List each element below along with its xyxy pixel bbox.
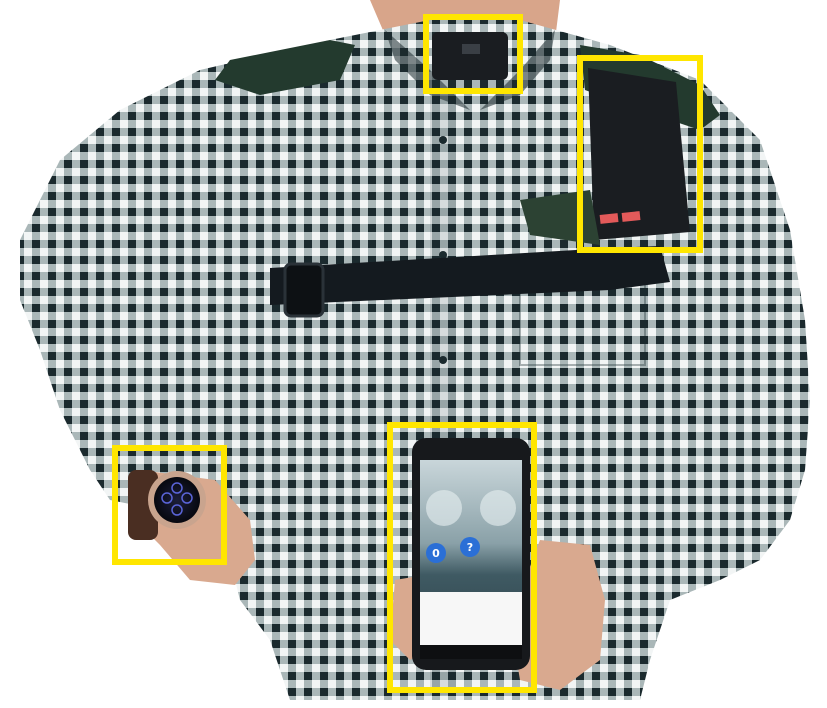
phone-right-glyph: ? <box>467 541 473 554</box>
phone-top-bubble <box>480 490 516 526</box>
shirt-button <box>439 356 447 364</box>
neck-sensor-device <box>432 32 508 80</box>
phone-nav-bar <box>420 645 522 659</box>
phone-top-bubble <box>426 490 462 526</box>
chest-strap <box>270 246 670 305</box>
watch-subdial <box>161 492 173 504</box>
phone-right-button <box>460 537 480 557</box>
shirt-button <box>439 251 447 259</box>
sensor-label-2 <box>621 211 641 222</box>
phone-bottom-panel <box>420 592 522 645</box>
left-shoulder-patch <box>215 40 355 95</box>
highlight-box-shoulder-sensor <box>577 55 703 253</box>
highlight-box-smartphone <box>387 422 537 693</box>
neck-sensor-module <box>462 44 480 54</box>
phone-left-count: 0 <box>432 547 440 560</box>
shirt-button <box>439 136 447 144</box>
watch-strap <box>128 470 158 540</box>
watch-subdial <box>181 492 193 504</box>
watch-subdial <box>171 504 183 516</box>
watch-face <box>154 477 200 523</box>
phone-left-button <box>426 543 446 563</box>
highlight-box-neck-sensor <box>423 14 523 94</box>
strap-buckle <box>283 262 325 318</box>
sensor-label-1 <box>599 213 619 224</box>
highlight-box-smartwatch <box>112 445 227 565</box>
shoulder-sensor-device <box>588 68 690 240</box>
watch-subdial <box>171 482 183 494</box>
